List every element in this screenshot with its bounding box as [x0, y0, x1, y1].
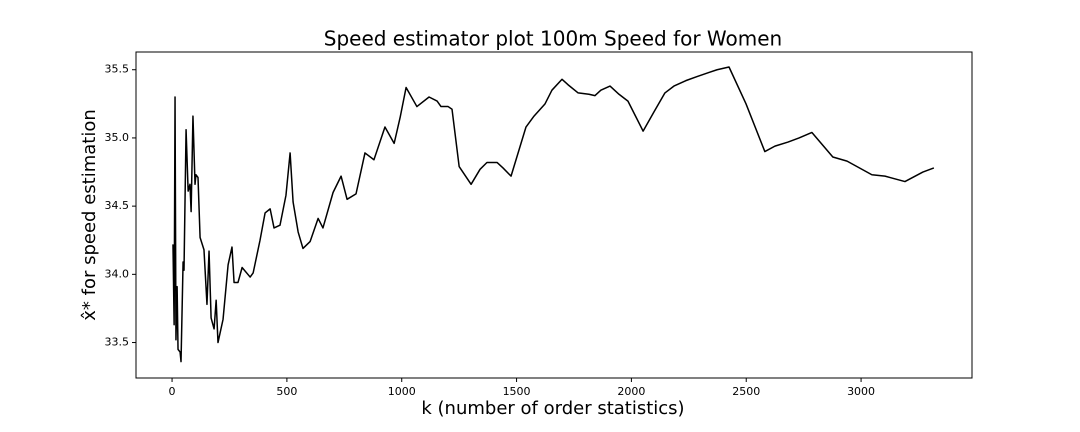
plot-frame: [135, 51, 973, 379]
data-line: [172, 66, 935, 363]
x-tick-label: 2500: [732, 385, 760, 398]
x-tick-label: 0: [169, 385, 176, 398]
x-tick-label: 2000: [617, 385, 645, 398]
x-tick-label: 500: [276, 385, 297, 398]
x-tick-label: 3000: [847, 385, 875, 398]
y-tick-label: 35.5: [105, 63, 130, 76]
y-tick-label: 33.5: [105, 336, 130, 349]
y-tick-label: 35.0: [105, 131, 130, 144]
x-axis-label: k (number of order statistics): [421, 398, 684, 419]
x-tick-label: 1000: [388, 385, 416, 398]
y-tick-label: 34.5: [105, 199, 130, 212]
chart-title: Speed estimator plot 100m Speed for Wome…: [324, 27, 783, 51]
y-tick-label: 34.0: [105, 267, 130, 280]
y-axis-label: x̂* for speed estimation: [79, 109, 100, 321]
x-tick-label: 1500: [503, 385, 531, 398]
